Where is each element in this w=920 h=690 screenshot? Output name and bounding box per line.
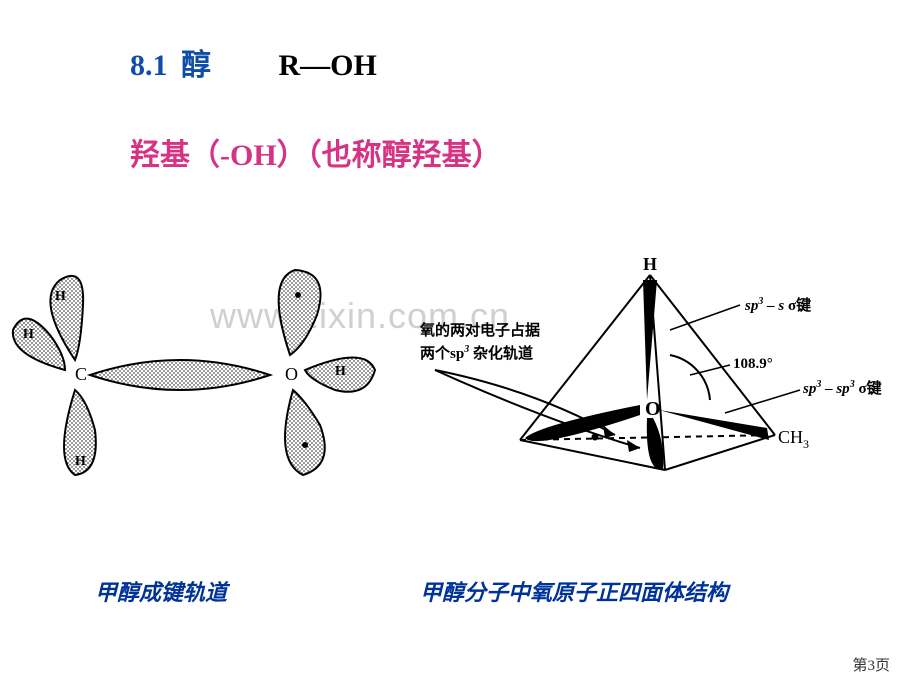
page-number: 第3页	[852, 654, 890, 675]
section-heading: 8.1 醇 R—OH	[130, 40, 377, 84]
atom-h-label: H	[643, 254, 657, 274]
bond-b-leader	[725, 390, 800, 413]
angle-label: 108.9°	[733, 356, 773, 372]
methanol-orbitals-figure: C O H H H	[5, 260, 405, 480]
atom-h-label: H	[335, 364, 346, 379]
o-bonds	[525, 280, 769, 470]
tetrahedral-oxygen-figure: O H CH3 108.9° sp3 – s σ键	[415, 240, 915, 510]
section-formula: R—OH	[279, 49, 377, 82]
slide-page: 8.1 醇 R—OH 羟基（-OH）（也称醇羟基） www.zixin.com.…	[0, 0, 920, 690]
section-title-cn: 醇	[181, 49, 211, 82]
figure-area: C O H H H	[0, 230, 920, 530]
bond-a-label: sp3 – s σ键	[744, 296, 811, 314]
lone-pair-text-2: 两个sp3 杂化轨道	[420, 344, 533, 362]
ch3-label: CH3	[778, 427, 809, 451]
angle-arc	[670, 355, 710, 400]
bond-b-label: sp3 – sp3 σ键	[802, 379, 882, 397]
c-o-bond-lobe	[90, 360, 270, 390]
atom-h-label: H	[75, 454, 86, 469]
lone-pair-text-1: 氧的两对电子占据	[419, 321, 540, 339]
section-number: 8.1	[130, 49, 168, 82]
subheading-oh: -OH	[220, 139, 277, 172]
atom-h-label: H	[55, 289, 66, 304]
left-figure-caption: 甲醇成键轨道	[95, 575, 227, 607]
subheading: 羟基（-OH）（也称醇羟基）	[130, 130, 502, 174]
bond-a-leader	[670, 305, 740, 330]
o-lobe-up	[279, 270, 321, 355]
atom-o-label: O	[645, 398, 661, 420]
atom-h-label: H	[23, 327, 34, 342]
atom-c-label: C	[75, 364, 87, 384]
o-h-lobe: H	[305, 358, 375, 392]
subheading-part-b: ）（也称醇羟基）	[277, 139, 502, 172]
subheading-part-a: 羟基（	[130, 139, 220, 172]
right-figure-caption: 甲醇分子中氧原子正四面体结构	[420, 575, 728, 607]
atom-o-label: O	[285, 364, 298, 384]
o-lobe-down	[285, 390, 325, 475]
lone-pair-dot	[650, 447, 657, 454]
c-h-lobe-3: H	[64, 390, 96, 475]
